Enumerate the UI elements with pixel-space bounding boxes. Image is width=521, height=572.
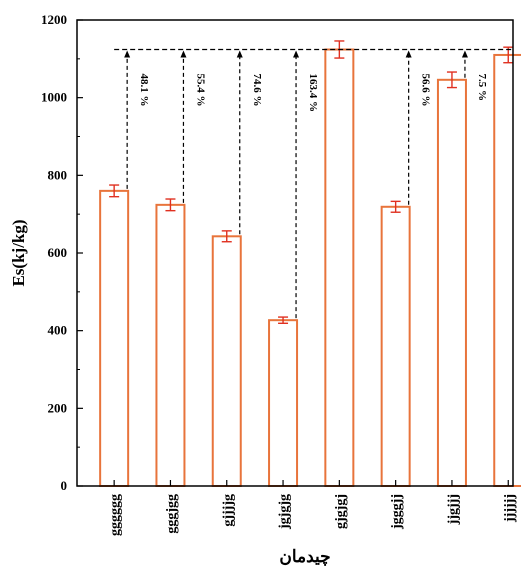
annotation-label: 48.1 % [138,74,150,107]
y-tick-label: 0 [61,478,68,493]
x-tick-label: gjgjgj [333,494,348,529]
arrow-head [180,50,187,58]
y-axis: 0 200 400 600 800 1000 1200 [41,12,83,493]
arrow-head [293,50,300,58]
annotation-label: 7.5 % [476,74,488,102]
x-tick-label: jjgjjj [446,494,461,525]
x-tick-label: gggjgg [164,494,179,534]
y-tick-label: 1200 [41,12,67,27]
bars-layer [99,40,521,487]
y-tick-label: 800 [48,167,68,182]
bar [493,53,521,487]
x-axis: gggggg gggjgg gjjjjg jgjgjg gjgjgj jgggjj jjgj… [108,480,517,536]
x-tick-label: gggggg [108,494,123,536]
arrow-head [461,50,468,58]
arrow-head [236,50,243,58]
y-tick-label: 1000 [41,90,67,105]
y-tick-label: 600 [48,245,68,260]
bar [268,319,299,487]
annotation-label: 74.6 % [251,74,263,107]
annotation-label: 163.4 % [307,74,319,113]
arrow-head [405,50,412,58]
bar [436,78,467,487]
bar [211,235,242,487]
arrow-head [124,50,131,58]
bar [324,48,355,487]
bar [99,189,130,487]
annotation-label: 56.6 % [420,74,432,107]
y-tick-label: 400 [48,323,68,338]
x-tick-label: gjjjjg [221,494,236,527]
x-tick-label: jgjgjg [277,494,292,530]
annotation-label: 55.4 % [194,74,206,107]
bar [380,205,411,487]
x-tick-label: jgggjj [390,494,405,530]
x-tick-label: jjjjjj [502,494,517,523]
annotation-layer: 48.1 % 55.4 % 74.6 % 163.4 % 56.6 % 7.5 % [124,50,488,319]
bar [155,203,186,487]
y-axis-title: Es(kj/kg) [9,219,28,286]
y-tick-label: 200 [48,400,68,415]
x-axis-title: چیدمان [279,547,330,567]
